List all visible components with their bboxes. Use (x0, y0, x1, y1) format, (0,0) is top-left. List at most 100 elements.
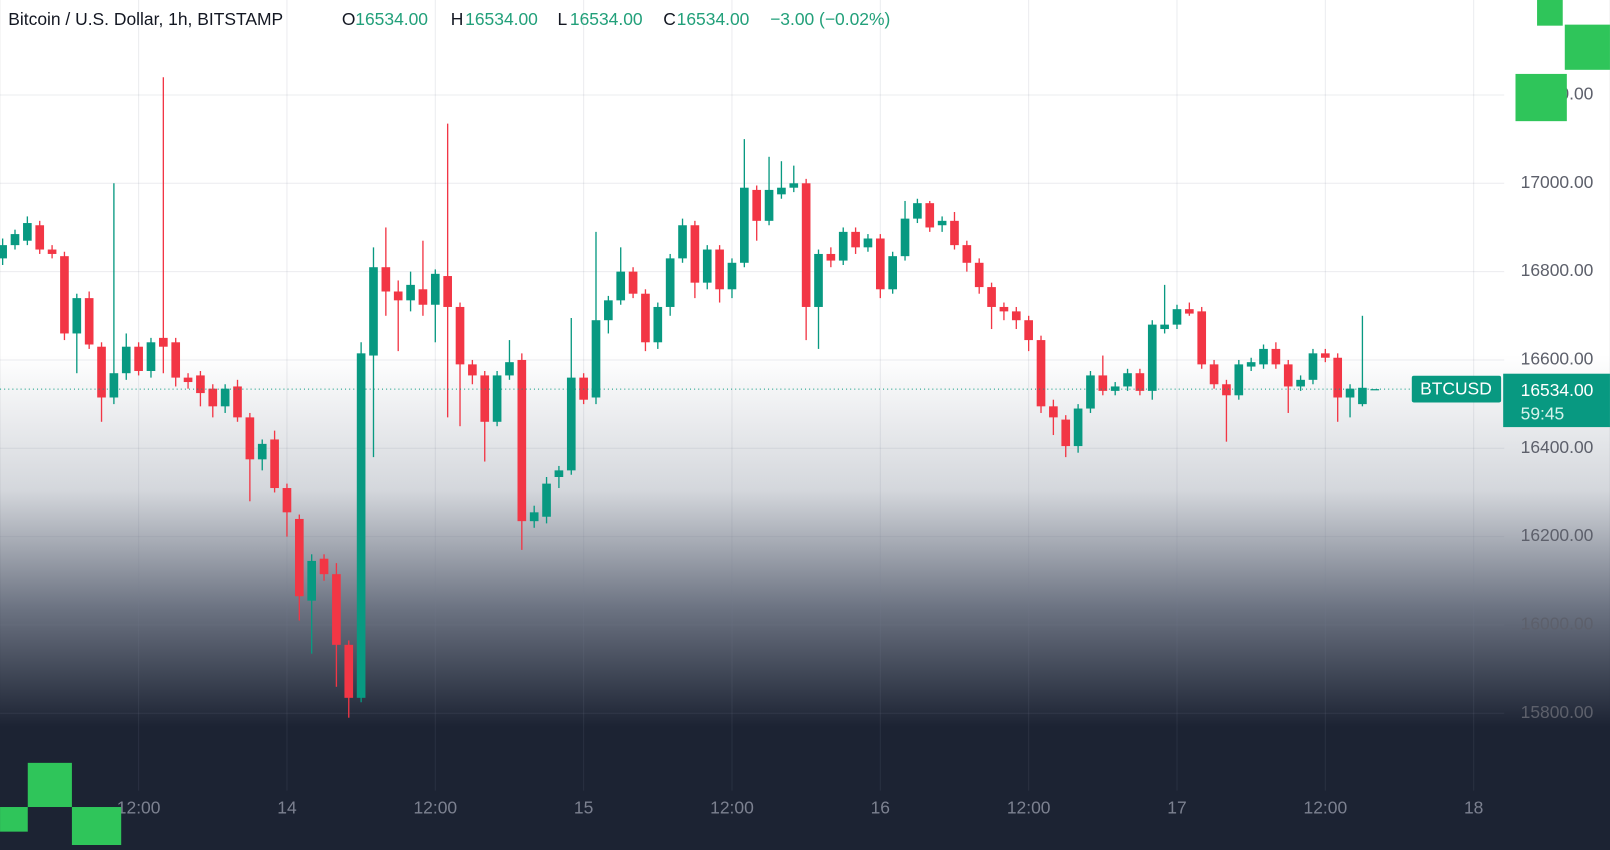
candle-body (393, 291, 403, 301)
candle-body (554, 470, 564, 477)
candle-body (678, 225, 687, 259)
ohlc-key: O (342, 9, 356, 29)
candle-body (665, 258, 675, 307)
candle-body (97, 346, 106, 398)
candle-body (950, 220, 959, 246)
candle-body (1209, 364, 1219, 385)
candle-body (171, 342, 181, 378)
candle-body (752, 189, 762, 221)
candle-body (23, 223, 32, 241)
candle-body (962, 245, 972, 263)
y-tick-label: 17000.00 (1521, 172, 1594, 192)
candle-body (789, 183, 799, 188)
candle-body (196, 375, 205, 394)
green-square (1564, 24, 1610, 70)
candle-body (10, 234, 20, 246)
candle-body (134, 346, 143, 371)
candle-body (1185, 309, 1194, 314)
candle-body (72, 298, 82, 334)
candle-body (443, 276, 452, 307)
candle-body (1345, 388, 1355, 398)
candle-body (1011, 311, 1021, 321)
candle-body (406, 284, 415, 301)
candle-body (529, 512, 539, 522)
candle-body (47, 249, 57, 254)
candle-body (1135, 373, 1145, 391)
candle-body (1147, 324, 1157, 391)
candle-body (740, 187, 749, 263)
candle-body (1061, 419, 1071, 447)
candle-body (937, 220, 947, 226)
candle-body (566, 377, 576, 471)
header: Bitcoin / U.S. Dollar, 1h, BITSTAMP O 16… (8, 9, 890, 29)
chart-title: Bitcoin / U.S. Dollar, 1h, BITSTAMP (8, 9, 283, 29)
x-tick-label: 12:00 (1304, 798, 1348, 818)
y-tick-label: 16800.00 (1521, 260, 1594, 280)
candle-body (888, 256, 898, 290)
candle-body (715, 249, 724, 290)
candle-body (1296, 379, 1305, 387)
y-tick-label: 16400.00 (1521, 437, 1594, 457)
candle-body (863, 238, 873, 248)
candle-body (517, 359, 527, 522)
candle-body (1197, 311, 1207, 365)
candle-body (1086, 375, 1095, 409)
candle-body (1160, 324, 1169, 330)
candle-body (1098, 375, 1108, 391)
candle-body (418, 289, 428, 305)
candle-body (702, 249, 712, 283)
ohlc-value: 16534.00 (465, 9, 538, 29)
green-square (0, 807, 28, 832)
candle-body (814, 253, 823, 307)
candle-body (369, 267, 378, 356)
ohlc-value: 16534.00 (677, 9, 750, 29)
candle-body (1370, 389, 1380, 391)
candle-body (1259, 348, 1268, 365)
candle-body (900, 218, 910, 257)
x-tick-label: 12:00 (710, 798, 754, 818)
candle-body (159, 337, 168, 347)
price-badge (1503, 373, 1610, 428)
x-tick-label: 16 (871, 798, 890, 818)
candle-body (591, 320, 601, 398)
candle-body (455, 306, 465, 365)
x-tick-label: 14 (277, 798, 297, 818)
candle-body (270, 439, 279, 489)
candle-body (319, 558, 329, 575)
candle-body (653, 306, 663, 343)
candle-body (208, 388, 218, 407)
candle-body (826, 253, 836, 261)
candle-body (1172, 309, 1182, 325)
ohlc-key: H (451, 9, 464, 29)
x-tick-label: 17 (1167, 798, 1186, 818)
candle-body (109, 373, 119, 398)
candle-body (356, 353, 366, 698)
y-tick-label: 16200.00 (1521, 525, 1594, 545)
candle-body (851, 231, 860, 248)
x-tick-label: 15 (574, 798, 593, 818)
candle-body (146, 342, 156, 371)
candle-body (604, 300, 613, 321)
candle-body (1321, 353, 1330, 358)
symbol-badge (1411, 375, 1502, 403)
candle-body (764, 189, 774, 221)
candle-body (468, 364, 477, 376)
green-square (27, 762, 72, 808)
candle-body (1283, 364, 1293, 387)
candle-body (616, 271, 626, 301)
candle-body (727, 262, 737, 290)
green-square (71, 807, 122, 845)
x-tick-label: 12:00 (1007, 798, 1051, 818)
y-tick-label: 16600.00 (1521, 349, 1594, 369)
last-price-label: 16534.00 (1521, 380, 1594, 400)
x-tick-label: 18 (1464, 798, 1483, 818)
candle-body (233, 386, 242, 418)
candle-body (257, 443, 267, 460)
candle-body (1358, 387, 1367, 405)
x-tick-label: 12:00 (413, 798, 457, 818)
candle-body (1246, 362, 1256, 367)
change: −3.00 (−0.02%) (770, 9, 890, 29)
candle-body (987, 287, 996, 307)
